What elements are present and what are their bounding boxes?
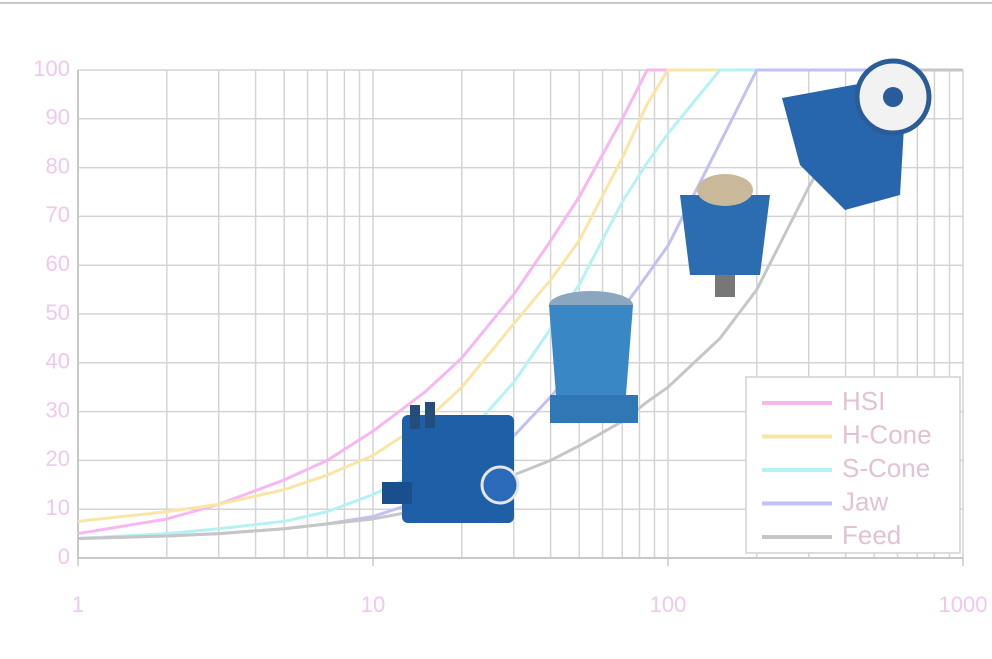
x-tick-label: 1 <box>72 592 84 617</box>
x-tick-label: 100 <box>650 592 687 617</box>
y-tick-label: 20 <box>46 446 70 471</box>
x-tick-label: 10 <box>361 592 385 617</box>
legend-label: HSI <box>842 386 885 416</box>
legend-label: Jaw <box>842 486 888 516</box>
y-tick-label: 30 <box>46 397 70 422</box>
y-tick-label: 70 <box>46 202 70 227</box>
legend-label: H-Cone <box>842 419 932 449</box>
machine-impact-crusher <box>382 402 518 523</box>
machine-jaw-crusher <box>782 61 929 210</box>
x-tick-label: 1000 <box>939 592 988 617</box>
legend-label: Feed <box>842 520 901 550</box>
chart: 01020304050607080901001101001000 HSIH-Co… <box>0 0 992 659</box>
y-tick-label: 100 <box>33 56 70 81</box>
y-tick-label: 50 <box>46 300 70 325</box>
y-tick-label: 80 <box>46 153 70 178</box>
machine-single-cylinder-cone <box>549 291 638 423</box>
y-tick-label: 90 <box>46 105 70 130</box>
y-tick-label: 60 <box>46 251 70 276</box>
legend-label: S-Cone <box>842 453 930 483</box>
y-tick-label: 0 <box>58 544 70 569</box>
y-tick-label: 40 <box>46 349 70 374</box>
y-tick-label: 10 <box>46 495 70 520</box>
